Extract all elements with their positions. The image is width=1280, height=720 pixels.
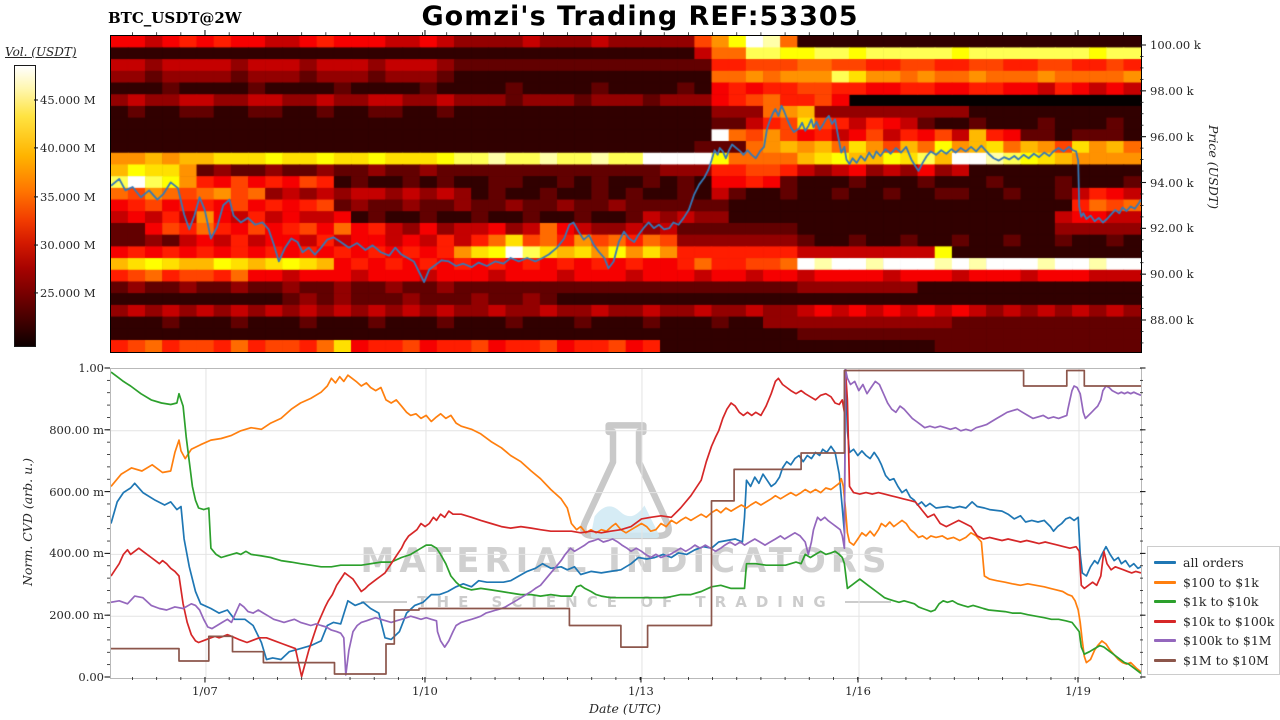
tick-label: 98.00 k [1150,83,1194,98]
cvd-chart-svg [111,369,1141,678]
legend-label: $100k to $1M [1183,633,1272,649]
tick-label: 0.00 [78,670,104,684]
page-title: Gomzi's Trading REF:53305 [421,1,859,32]
tick-label: 600.00 m [49,484,104,499]
tick-label: 45.000 M [40,93,96,107]
volume-heatmap-plot [110,35,1142,353]
legend-label: $1M to $10M [1183,652,1269,668]
legend-color-swatch [1154,658,1176,662]
legend-item--1k-to-10k: $1k to $10k [1154,592,1279,612]
tick-label: 94.00 k [1150,175,1194,190]
tick-label: 100.00 k [1150,38,1201,52]
series--10k-to-100k [111,369,1141,678]
tick-label: 35.000 M [40,189,96,204]
y-axis-title: Norm. CVD (arb. u.) [20,458,35,586]
series-all-orders [111,369,1141,661]
watermark-text: MATERIAL INDICATORS [360,541,892,581]
tick-label: 30.000 M [40,238,96,253]
series--100k-to-1m [111,369,1141,676]
tick-label: 88.00 k [1150,313,1194,327]
tick-label: 1/10 [412,684,438,698]
legend-label: $1k to $10k [1183,594,1259,610]
price-axis-title: Price (USDT) [1206,125,1221,209]
legend-color-swatch [1154,561,1176,565]
tick-label: 1/16 [845,684,871,698]
tick-label: 90.00 k [1150,267,1194,282]
tick-label: 400.00 m [49,546,104,561]
tick-label: 96.00 k [1150,129,1194,144]
heatmap-canvas [111,36,1141,352]
series--1m-to-10m [111,369,1141,675]
legend-label: all orders [1183,555,1244,571]
legend-color-swatch [1154,639,1176,643]
legend-color-swatch [1154,619,1176,623]
tick-label: 1.00 [78,361,104,375]
tick-label: 92.00 k [1150,221,1194,236]
tick-label: 800.00 m [49,422,104,437]
legend-item--100k-to-1m: $100k to $1M [1154,631,1279,651]
series--1k-to-10k [111,371,1141,675]
legend-item--10k-to-100k: $10k to $100k [1154,612,1279,632]
watermark-dash-left [361,601,408,603]
legend-item-all-orders: all orders [1154,553,1279,573]
legend: all orders $100 to $1k $1k to $10k $10k to … [1147,546,1280,675]
legend-color-swatch [1154,580,1176,584]
watermark: MATERIAL INDICATORS THE SCIENCE OF TRADI… [111,369,1141,678]
series--100-to-1k [111,374,1141,673]
legend-item--100-to-1k: $100 to $1k [1154,573,1279,593]
volume-colorbar [14,65,36,347]
tick-label: 200.00 m [49,608,104,623]
tick-label: 25.000 M [40,285,96,300]
legend-label: $10k to $100k [1183,613,1275,629]
legend-label: $100 to $1k [1183,574,1259,590]
watermark-subtext: THE SCIENCE OF TRADING [111,593,1141,611]
watermark-dash-right [844,601,891,603]
tick-label: 1/19 [1065,684,1091,698]
x-axis-title: Date (UTC) [588,701,662,716]
tick-label: 40.000 M [40,140,96,155]
cvd-line-chart: MATERIAL INDICATORS THE SCIENCE OF TRADI… [110,368,1142,679]
symbol-label: BTC_USDT@2W [108,9,242,27]
legend-color-swatch [1154,600,1176,604]
tick-label: 1/07 [192,684,218,698]
watermark-subtext-label: THE SCIENCE OF TRADING [417,593,835,611]
legend-item--1m-to-10m: $1M to $10M [1154,651,1279,671]
tick-label: 1/13 [628,684,654,698]
colorbar-title: Vol. (USDT) [5,45,77,59]
